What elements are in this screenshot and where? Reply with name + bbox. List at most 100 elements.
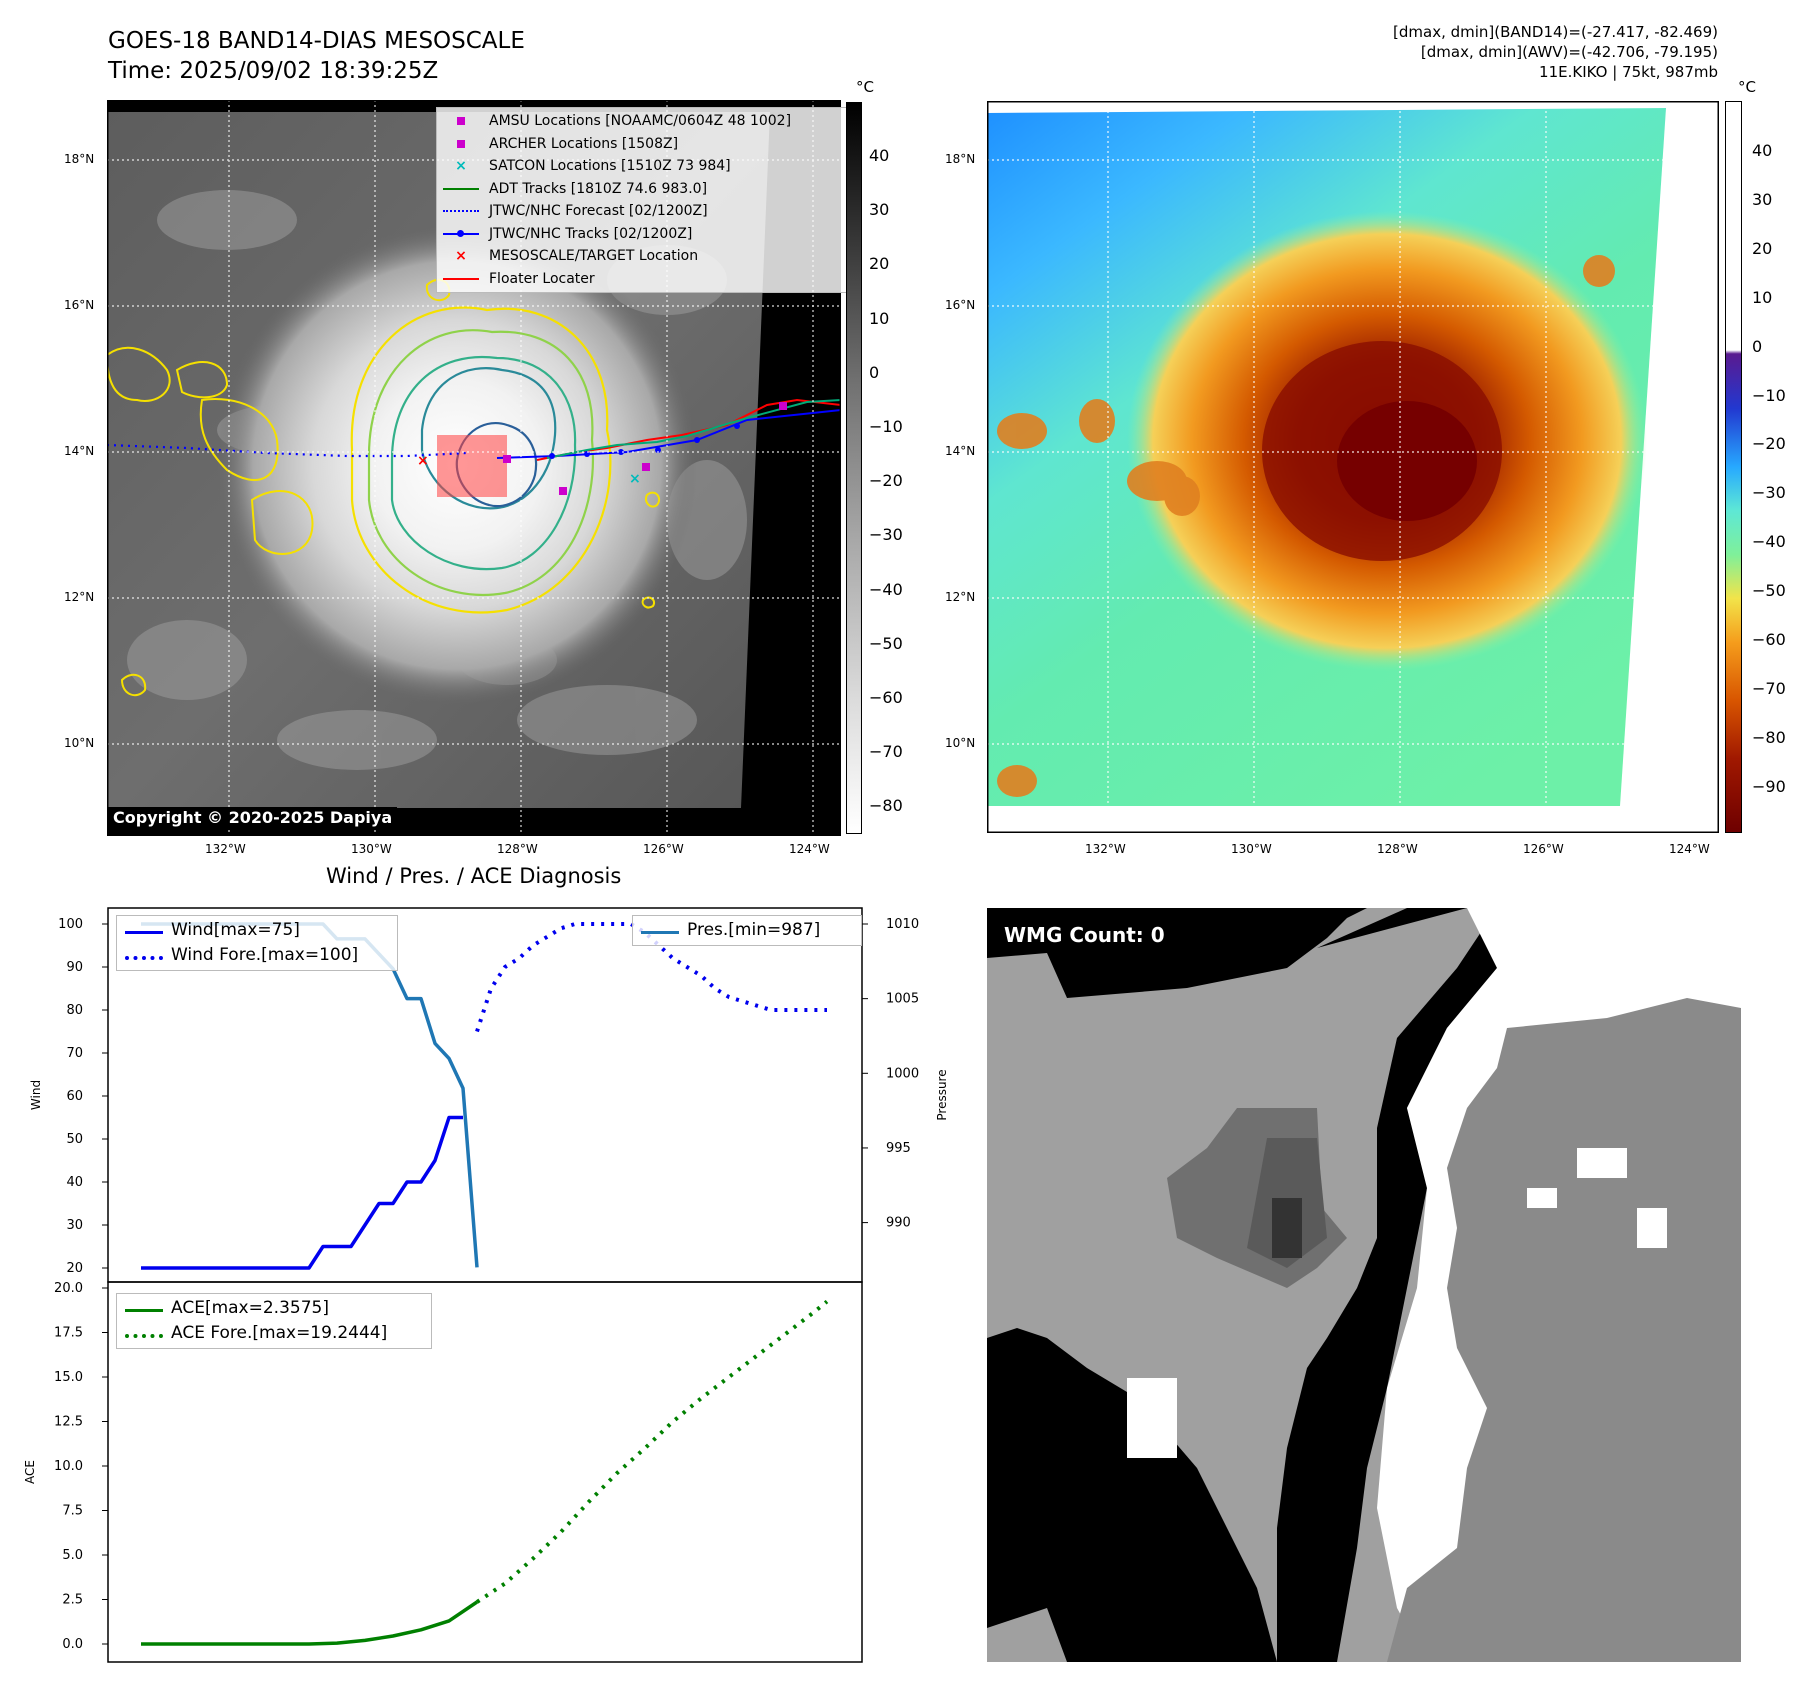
ace-tick-label: 2.5	[62, 1593, 83, 1608]
wind-tick-label: 80	[66, 1003, 83, 1018]
colorbar-tick-label: −30	[1752, 483, 1786, 503]
colorbar-tick-label: 40	[869, 146, 890, 165]
ace-tick-label: 10.0	[54, 1459, 83, 1474]
target-marker: ×	[417, 453, 429, 469]
legend-satcon: × SATCON Locations [1510Z 73 984]	[455, 158, 731, 175]
awv-lat-label: 12°N	[945, 590, 976, 604]
diagnosis-title: Wind / Pres. / ACE Diagnosis	[326, 864, 622, 888]
awv-lat-label: 14°N	[945, 444, 976, 458]
legend-forecast: JTWC/NHC Forecast [02/1200Z]	[441, 200, 841, 223]
wind-tick-label: 90	[66, 960, 83, 975]
contour-4	[420, 367, 557, 510]
colorbar-tick-label: 0	[1752, 336, 1763, 356]
ace-tick-label: 17.5	[54, 1326, 83, 1341]
colorbar-tick-label: −10	[1752, 385, 1786, 405]
colorbar-tick-label: 20	[1752, 238, 1773, 258]
ir-lat-label: 10°N	[64, 736, 95, 750]
legend-ace-fore: ACE Fore.[max=19.2444]	[123, 1321, 425, 1346]
legend-wind-fore: Wind Fore.[max=100]	[123, 943, 391, 968]
colorbar-tick-label: −80	[1752, 727, 1786, 747]
legend-adt: ADT Tracks [1810Z 74.6 983.0]	[441, 178, 841, 201]
series-wind	[141, 1115, 463, 1270]
awv-grid	[987, 101, 1719, 833]
pres-ylabel: Pressure	[935, 1069, 949, 1120]
jtwc-track	[496, 409, 841, 459]
colorbar-tick-label: −70	[869, 742, 903, 762]
legend-archer: ARCHER Locations [1508Z]	[441, 133, 841, 156]
ir-lat-label: 12°N	[64, 590, 95, 604]
colorbar-tick-label: 0	[869, 362, 880, 382]
wmg-map	[987, 908, 1741, 1662]
colorbar-tick-label: −90	[1752, 776, 1786, 796]
copyright-label: Copyright © 2020-2025 Dapiya	[108, 807, 398, 828]
ir-legend: AMSU Locations [NOAAMC/0604Z 48 1002] AR…	[436, 107, 848, 293]
series-pres-	[141, 922, 479, 1268]
legend-ace: ACE[max=2.3575]	[123, 1296, 425, 1321]
colorbar-tick-label: 40	[1752, 141, 1773, 160]
ir-lon-label: 126°W	[643, 842, 684, 856]
ace-tick-label: 20.0	[54, 1281, 83, 1296]
awv-lon-label: 126°W	[1523, 842, 1564, 856]
ir-lon-label: 132°W	[205, 842, 246, 856]
adt-track	[546, 399, 841, 459]
outer-bands	[997, 255, 1615, 797]
colorbar-tick-label: −80	[869, 796, 903, 816]
wmg-count-label: WMG Count: 0	[996, 920, 1173, 950]
legend-target: × MESOSCALE/TARGET Location	[455, 248, 699, 265]
legend-pres: Pres.[min=987]	[639, 918, 855, 943]
pres-tick-label: 1005	[886, 992, 919, 1007]
colorbar-tick-label: −50	[869, 633, 903, 653]
colorbar-tick-label: −70	[1752, 678, 1786, 698]
ir-lat-label: 18°N	[64, 152, 95, 166]
colorbar-tick-label: −20	[869, 471, 903, 491]
wind-tick-label: 60	[66, 1089, 83, 1104]
awv-colorbar	[1725, 101, 1742, 833]
band14-range: [dmax, dmin](BAND14)=(-27.417, -82.469)	[1393, 23, 1718, 41]
awv-map	[987, 101, 1719, 833]
series-ace-fore-	[475, 1299, 829, 1604]
contour-2	[367, 329, 594, 596]
colorbar-tick-label: −60	[869, 688, 903, 707]
pres-tick-label: 1000	[886, 1066, 919, 1081]
ir-lon-label: 124°W	[789, 842, 830, 856]
ir-colorbar-unit: °C	[856, 78, 874, 96]
colorbar-tick-label: 30	[869, 200, 890, 220]
colorbar-tick-label: −20	[1752, 434, 1786, 454]
colorbar-tick-label: 10	[869, 308, 890, 328]
legend-amsu: AMSU Locations [NOAAMC/0604Z 48 1002]	[441, 110, 841, 133]
ace-tick-label: 7.5	[62, 1504, 83, 1519]
ace-tick-label: 12.5	[54, 1415, 83, 1430]
awv-range: [dmax, dmin](AWV)=(-42.706, -79.195)	[1420, 43, 1718, 61]
awv-lon-label: 132°W	[1085, 842, 1126, 856]
pres-tick-label: 995	[886, 1141, 911, 1156]
legend-floater: Floater Locater	[441, 268, 841, 291]
awv-colorbar-unit: °C	[1738, 78, 1756, 96]
awv-lon-label: 130°W	[1231, 842, 1272, 856]
ir-lon-label: 128°W	[497, 842, 538, 856]
ace-tick-label: 0.0	[62, 1637, 83, 1652]
ir-lat-label: 16°N	[64, 298, 95, 312]
colorbar-tick-label: −10	[869, 417, 903, 436]
wind-tick-label: 100	[58, 917, 83, 932]
main-title: GOES-18 BAND14-DIAS MESOSCALE	[108, 28, 525, 54]
wind-legend: Wind[max=75] Wind Fore.[max=100]	[116, 915, 398, 971]
colorbar-tick-label: 20	[869, 254, 890, 274]
svg-text:×: ×	[629, 471, 641, 487]
time-label: Time: 2025/09/02 18:39:25Z	[108, 58, 439, 84]
colorbar-tick-label: 30	[1752, 189, 1773, 209]
wind-tick-label: 40	[66, 1175, 83, 1190]
amsu-points	[503, 402, 787, 495]
colorbar-tick-label: −40	[1752, 532, 1786, 552]
ace-tick-label: 15.0	[54, 1370, 83, 1385]
pres-tick-label: 1010	[886, 917, 919, 932]
awv-lat-label: 16°N	[945, 298, 976, 312]
awv-lat-label: 10°N	[945, 736, 976, 750]
legend-wind: Wind[max=75]	[123, 918, 391, 943]
storm-info: 11E.KIKO | 75kt, 987mb	[1539, 63, 1718, 81]
wind-ylabel: Wind	[29, 1080, 43, 1110]
ir-lon-label: 130°W	[351, 842, 392, 856]
ir-colorbar	[846, 102, 862, 834]
wind-tick-label: 50	[66, 1132, 83, 1147]
colorbar-tick-label: −40	[869, 579, 903, 599]
